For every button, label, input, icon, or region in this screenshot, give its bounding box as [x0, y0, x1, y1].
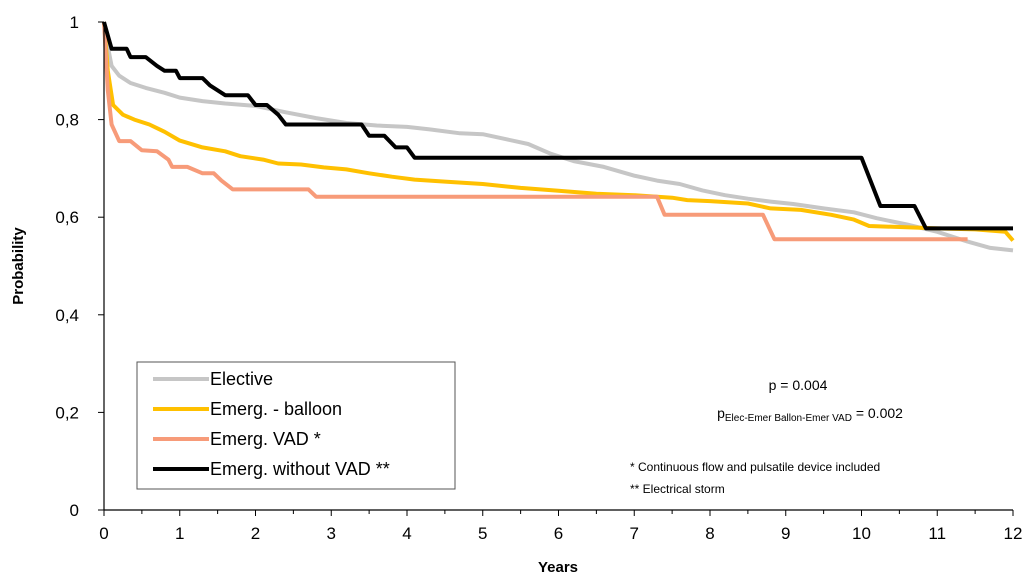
x-tick-label: 11: [928, 524, 946, 543]
x-tick-label: 9: [781, 524, 790, 543]
legend-items: Elective Emerg. - balloon Emerg. VAD * Emer…: [153, 369, 390, 479]
annotations: p = 0.004 pElec-Emer Ballon-Emer VAD = 0…: [630, 377, 903, 496]
p-value-sub-prefix: p: [717, 405, 725, 421]
series-layer: [102, 21, 1015, 253]
footnote-1: * Continuous flow and pulsatile device i…: [630, 460, 880, 474]
x-tick-label: 0: [99, 524, 108, 543]
x-tick-label: 2: [251, 524, 260, 543]
legend-label: Emerg. VAD *: [210, 429, 321, 449]
series-line-1: [102, 21, 1014, 253]
legend-label: Elective: [210, 369, 273, 389]
x-tick-label: 8: [705, 524, 714, 543]
p-value-sub: pElec-Emer Ballon-Emer VAD = 0.002: [717, 405, 903, 424]
x-tick-label: 5: [478, 524, 487, 543]
legend: Elective Emerg. - balloon Emerg. VAD * Emer…: [136, 361, 456, 490]
p-value-sub-value: = 0.002: [852, 405, 903, 421]
x-tick-label: 7: [630, 524, 639, 543]
x-tick-label: 6: [554, 524, 563, 543]
y-tick-label: 0,4: [55, 306, 79, 325]
p-value-sub-text: Elec-Emer Ballon-Emer VAD: [725, 413, 852, 424]
x-tick-label: 4: [402, 524, 411, 543]
y-tick-label: 0: [70, 501, 79, 520]
x-axis-title: Years: [538, 559, 578, 576]
y-axis-title: Probability: [10, 227, 27, 305]
y-tick-label: 0,8: [55, 111, 79, 130]
legend-label: Emerg. - balloon: [210, 399, 342, 419]
series-line-2: [102, 21, 1015, 242]
y-tick-label: 0,2: [55, 403, 79, 422]
x-tick-label: 10: [852, 524, 871, 543]
series-line-4: [102, 21, 1013, 231]
x-tick-label: 12: [1004, 524, 1023, 543]
y-tick-label: 1: [70, 13, 79, 32]
p-value-main: p = 0.004: [769, 377, 828, 393]
series-line-3: [102, 21, 968, 242]
footnote-2: ** Electrical storm: [630, 482, 725, 496]
x-tick-label: 1: [175, 524, 184, 543]
y-tick-label: 0,6: [55, 208, 79, 227]
legend-label: Emerg. without VAD **: [210, 459, 390, 479]
x-tick-label: 3: [327, 524, 336, 543]
